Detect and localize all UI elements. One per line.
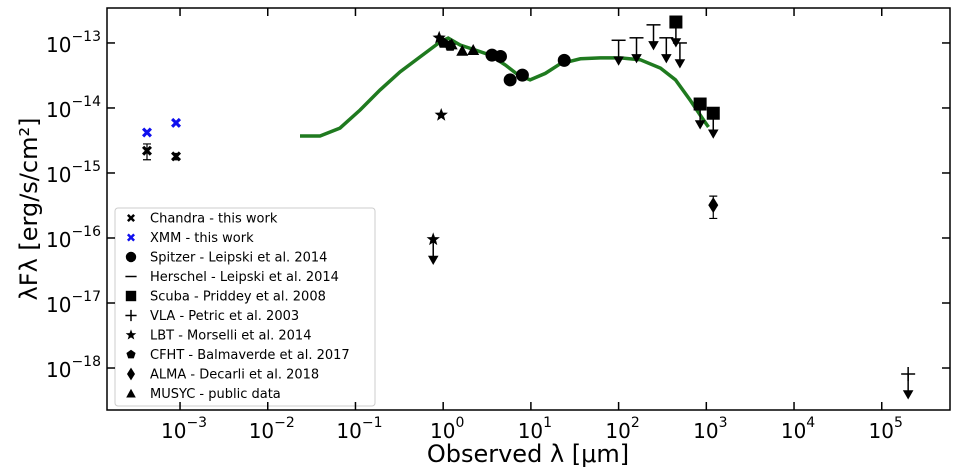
legend-marker bbox=[125, 309, 137, 322]
tick-label: 102 bbox=[605, 415, 639, 443]
tick-label: 10−14 bbox=[46, 94, 101, 122]
legend-label: CFHT - Balmaverde et al. 2017 bbox=[150, 348, 350, 363]
legend-label: Chandra - this work bbox=[150, 212, 278, 227]
legend-marker bbox=[127, 367, 135, 381]
legend-box bbox=[114, 207, 376, 407]
legend-label: MUSYC - public data bbox=[150, 387, 281, 402]
upper-limit-arrow bbox=[631, 37, 642, 64]
marker-triangle bbox=[456, 44, 469, 56]
tick-label: 101 bbox=[518, 415, 552, 443]
upper-limit-arrow bbox=[661, 37, 672, 64]
legend-label: Spitzer - Leipski et al. 2014 bbox=[150, 251, 327, 266]
marker-diamond bbox=[708, 197, 719, 214]
legend-label: Herschel - Leipski et al. 2014 bbox=[150, 270, 339, 285]
marker-square bbox=[669, 15, 683, 29]
tick-label: 10−3 bbox=[161, 415, 207, 443]
y-axis-label: λFλ [erg/s/cm²] bbox=[15, 118, 43, 301]
legend-label: LBT - Morselli et al. 2014 bbox=[150, 329, 311, 344]
marker-circle bbox=[493, 49, 507, 63]
marker-x bbox=[171, 117, 182, 128]
tick-label: 10−18 bbox=[46, 354, 101, 382]
marker-square bbox=[706, 106, 720, 120]
legend-marker bbox=[127, 233, 135, 242]
marker-x bbox=[141, 127, 152, 138]
tick-label: 105 bbox=[869, 415, 903, 443]
marker-circle bbox=[557, 53, 571, 67]
marker-plus bbox=[901, 366, 916, 381]
legend-marker bbox=[127, 214, 135, 222]
tick-label: 10−15 bbox=[46, 159, 101, 187]
legend-marker bbox=[125, 329, 137, 340]
tick-label: 10−16 bbox=[46, 224, 101, 252]
marker-star bbox=[432, 30, 446, 44]
tick-label: 100 bbox=[430, 415, 464, 443]
marker-star bbox=[434, 108, 448, 121]
legend-label: Scuba - Priddey et al. 2008 bbox=[150, 290, 326, 305]
upper-limit-arrow bbox=[613, 40, 624, 66]
legend-label: VLA - Petric et al. 2003 bbox=[150, 309, 299, 324]
marker-triangle bbox=[467, 43, 480, 55]
x-axis-label: Observed λ [μm] bbox=[427, 440, 629, 468]
legend-marker bbox=[125, 290, 137, 302]
marker-star bbox=[426, 232, 440, 246]
marker-triangle bbox=[445, 38, 458, 50]
marker-x bbox=[171, 151, 182, 162]
legend-label: ALMA - Decarli et al. 2018 bbox=[150, 368, 319, 383]
marker-square bbox=[693, 97, 707, 111]
tick-label: 104 bbox=[781, 415, 815, 443]
upper-limit-arrow bbox=[427, 239, 439, 265]
tick-label: 103 bbox=[693, 415, 727, 443]
marker-circle bbox=[515, 68, 529, 82]
tick-label: 10−1 bbox=[336, 415, 382, 443]
plot-frame bbox=[106, 7, 951, 411]
tick-label: 10−17 bbox=[46, 289, 101, 317]
tick-label: 10−2 bbox=[249, 415, 295, 443]
marker-x bbox=[141, 145, 152, 156]
tick-label: 10−13 bbox=[46, 29, 101, 57]
marker-circle bbox=[503, 73, 517, 87]
legend-label: XMM - this work bbox=[150, 231, 254, 246]
model-curve bbox=[300, 36, 710, 138]
legend-marker bbox=[125, 251, 137, 263]
upper-limit-arrow bbox=[648, 24, 659, 51]
legend-marker bbox=[126, 349, 136, 359]
upper-limit-arrow bbox=[674, 42, 686, 69]
legend-marker bbox=[126, 388, 136, 398]
